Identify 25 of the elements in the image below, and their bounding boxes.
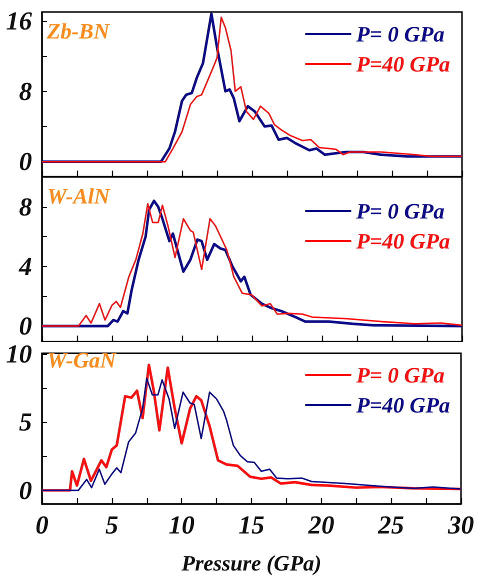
x-tick-label: 20 <box>307 510 334 540</box>
x-tick-label: 5 <box>105 510 118 540</box>
x-tick-label: 10 <box>168 510 195 540</box>
annotation: W-GaN <box>47 348 117 373</box>
annotation: W-AlN <box>47 183 111 208</box>
legend-label: P=40 GPa <box>355 392 450 418</box>
y-tick-label: 0 <box>19 476 32 506</box>
y-tick-label: 5 <box>19 408 32 438</box>
legend-label: P=40 GPa <box>355 228 450 254</box>
x-tick-label: 30 <box>447 510 474 540</box>
x-axis-title: Pressure (GPa) <box>180 550 322 576</box>
x-tick-label: 15 <box>238 510 264 540</box>
y-tick-label: 8 <box>19 192 32 221</box>
y-tick-label: 0 <box>19 311 32 340</box>
legend-label: P= 0 GPa <box>355 22 445 46</box>
y-tick-label: 0 <box>19 147 32 176</box>
legend-label: P= 0 GPa <box>355 362 445 388</box>
legend-label: P=40 GPa <box>355 52 450 76</box>
y-tick-label: 8 <box>19 76 32 106</box>
legend-label: P= 0 GPa <box>355 198 445 224</box>
annotation: Zb-BN <box>46 18 110 44</box>
y-tick-label: 10 <box>6 340 32 369</box>
x-tick-label: 25 <box>377 510 404 540</box>
y-tick-label: 4 <box>18 252 32 281</box>
y-tick-label: 16 <box>6 6 32 36</box>
